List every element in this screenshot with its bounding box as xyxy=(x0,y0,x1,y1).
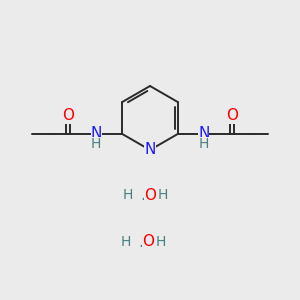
Text: .: . xyxy=(140,186,146,204)
Text: N: N xyxy=(144,142,156,158)
Text: H: H xyxy=(199,137,209,151)
Text: .: . xyxy=(138,233,144,251)
Text: H: H xyxy=(123,188,133,202)
Text: H: H xyxy=(158,188,168,202)
Text: O: O xyxy=(226,109,238,124)
Text: O: O xyxy=(62,109,74,124)
Text: H: H xyxy=(121,235,131,249)
Text: H: H xyxy=(156,235,166,249)
Text: N: N xyxy=(198,127,209,142)
Text: O: O xyxy=(142,235,154,250)
Text: O: O xyxy=(144,188,156,202)
Text: H: H xyxy=(91,137,101,151)
Text: N: N xyxy=(91,127,102,142)
